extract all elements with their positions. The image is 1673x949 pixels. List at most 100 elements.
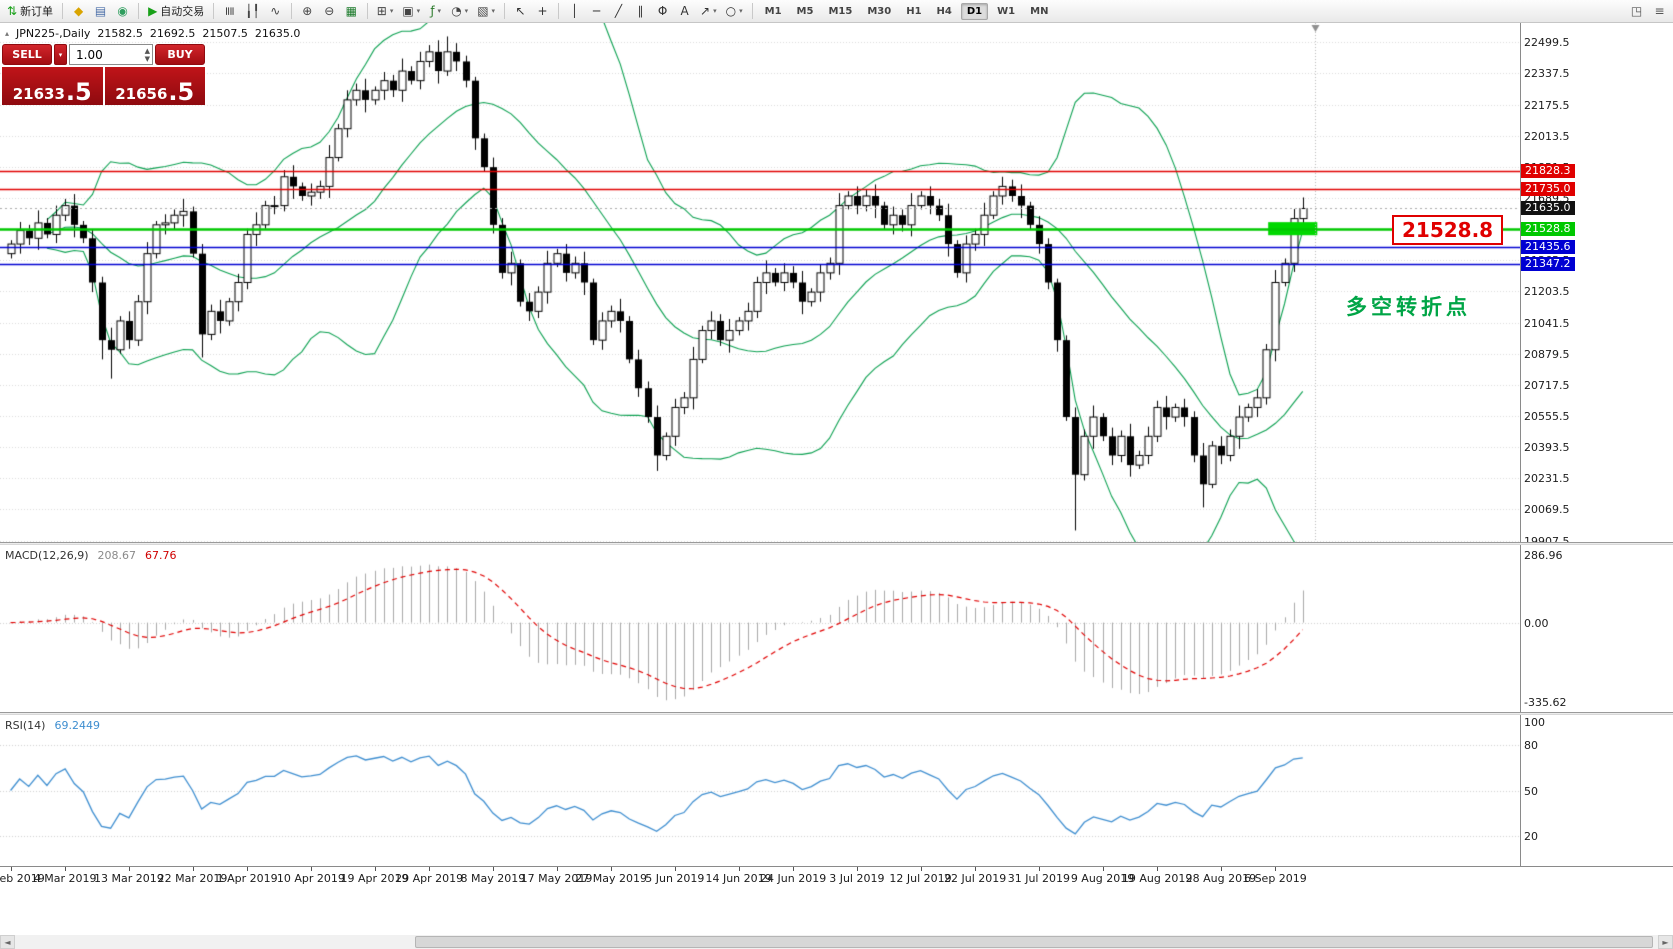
price-axis-label: 20069.5 (1524, 503, 1570, 517)
timeframe-mn[interactable]: MN (1030, 5, 1049, 17)
new-order-icon: ⇅ (7, 4, 18, 18)
one-click-trading-panel: SELL ▾ 1.00 ▲ ▼ BUY 21633 .5 21656 .5 (2, 44, 205, 105)
scroll-right-button[interactable]: ► (1658, 935, 1673, 949)
crosshair-button[interactable]: + (532, 2, 553, 21)
text-label-button[interactable]: A (674, 2, 695, 21)
periods-button[interactable]: ◔ ▾ (447, 2, 472, 21)
price-line-label: 21347.2 (1521, 256, 1575, 271)
macd-axis-label: -335.62 (1524, 695, 1567, 709)
date-tick (129, 867, 130, 871)
fibonacci-button[interactable]: Φ (652, 2, 673, 21)
date-tick (857, 867, 858, 871)
market-watch-button[interactable]: ▤ (90, 2, 111, 21)
toolbar-separator (366, 3, 368, 19)
vertical-line-button[interactable]: │ (564, 2, 585, 21)
close-value: 21635.0 (254, 27, 301, 40)
date-tick (675, 867, 676, 871)
volume-dropdown-button[interactable]: ▾ (54, 44, 67, 65)
charts-list-button[interactable]: ◳ (1626, 2, 1647, 21)
timeframe-h1[interactable]: H1 (906, 5, 922, 17)
metaeditor-icon: ◆ (73, 4, 84, 18)
chart-bars-button[interactable]: ≣ (219, 2, 240, 21)
date-axis-label: 28 Aug 2019 (1185, 872, 1257, 885)
menu-button[interactable]: ≡ (1649, 2, 1670, 21)
indicators-icon: ƒ (430, 4, 435, 18)
zoom-in-button[interactable]: ⊕ (297, 2, 318, 21)
auto-trading-label: 自动交易 (160, 5, 205, 18)
date-tick (793, 867, 794, 871)
turning-point-label[interactable]: 多空转折点 (1346, 295, 1471, 319)
arrows-button[interactable]: ↗ ▾ (696, 2, 721, 21)
rsi-axis-label: 80 (1524, 739, 1538, 753)
price-line-label: 21828.3 (1521, 164, 1575, 179)
horizontal-scrollbar[interactable]: ◄ ► (0, 935, 1673, 949)
volume-input[interactable]: 1.00 ▲ ▼ (69, 44, 153, 65)
chart-line-button[interactable]: ∿ (265, 2, 286, 21)
sell-price-display[interactable]: 21633 .5 (2, 67, 103, 105)
sell-button[interactable]: SELL (2, 44, 52, 65)
scroll-left-button[interactable]: ◄ (0, 935, 15, 949)
timeframe-d1[interactable]: D1 (960, 2, 989, 20)
tile-windows-button[interactable]: ▦ (341, 2, 362, 21)
pane-separator[interactable] (0, 542, 1673, 545)
toolbar-separator (213, 3, 215, 19)
volume-increase-icon[interactable]: ▲ (144, 47, 150, 55)
shapes-icon: ○ (725, 4, 737, 18)
chart-area[interactable]: ▴ JPN225-,Daily 21582.5 21692.5 21507.5 … (0, 23, 1673, 949)
price-line-label: 21528.8 (1521, 221, 1575, 236)
indicators-button[interactable]: ƒ ▾ (425, 2, 446, 21)
buy-price-display[interactable]: 21656 .5 (104, 67, 205, 105)
horizontal-line-icon: ─ (592, 4, 601, 18)
timeframe-m30[interactable]: M30 (867, 5, 892, 17)
market-watch-icon: ▤ (94, 4, 107, 18)
new-chart-button[interactable]: ⊞ ▾ (373, 2, 398, 21)
zoom-out-button[interactable]: ⊖ (319, 2, 340, 21)
shapes-button[interactable]: ○ ▾ (722, 2, 747, 21)
scroll-track[interactable] (15, 935, 1658, 949)
date-tick (921, 867, 922, 871)
pane-separator[interactable] (0, 712, 1673, 715)
chart-symbol-icon: ▴ (5, 29, 10, 38)
new-order-button[interactable]: ⇅ 新订单 (3, 2, 57, 21)
auto-trading-button[interactable]: ▶ 自动交易 (144, 2, 208, 21)
metaeditor-button[interactable]: ◆ (68, 2, 89, 21)
chart-candlesticks-button[interactable]: ╽╿ (241, 2, 263, 21)
macd-indicator-chart[interactable] (0, 545, 1520, 712)
timeframe-m1[interactable]: M1 (764, 5, 782, 17)
volume-value: 1.00 (76, 47, 103, 62)
price-callout[interactable]: 21528.8 (1392, 215, 1504, 245)
fibonacci-icon: Φ (657, 4, 668, 18)
price-axis-label: 20879.5 (1524, 347, 1570, 361)
rsi-indicator-chart[interactable] (0, 715, 1520, 866)
caret-down-icon: ▾ (437, 7, 442, 15)
buy-button[interactable]: BUY (155, 44, 205, 65)
main-price-chart[interactable] (0, 23, 1520, 542)
toolbar-separator (290, 3, 292, 19)
menu-icon: ≡ (1654, 4, 1665, 18)
date-axis-label: 4 Mar 2019 (33, 872, 97, 885)
timeframe-h4[interactable]: H4 (936, 5, 952, 17)
caret-down-icon: ▾ (416, 7, 421, 15)
date-tick (1039, 867, 1040, 871)
macd-label: MACD(12,26,9) (5, 549, 89, 562)
horizontal-line-button[interactable]: ─ (586, 2, 607, 21)
templates-button[interactable]: ▧ ▾ (473, 2, 499, 21)
arrows-icon: ↗ (700, 4, 711, 18)
date-axis-label: 22 Jul 2019 (944, 872, 1007, 885)
timeframe-w1[interactable]: W1 (997, 5, 1016, 17)
timeframe-m5[interactable]: M5 (796, 5, 814, 17)
equidistant-channel-button[interactable]: ∥ (630, 2, 651, 21)
date-axis-label: 29 Apr 2019 (395, 872, 464, 885)
profiles-button[interactable]: ▣ ▾ (398, 2, 424, 21)
timeframe-m15[interactable]: M15 (828, 5, 853, 17)
caret-down-icon: ▾ (389, 7, 394, 15)
volume-decrease-icon[interactable]: ▼ (144, 55, 150, 63)
date-tick (247, 867, 248, 871)
strategy-tester-icon: ◉ (117, 4, 128, 18)
date-axis-label: 6 Sep 2019 (1244, 872, 1307, 885)
cursor-button[interactable]: ↖ (510, 2, 531, 21)
scroll-thumb[interactable] (415, 936, 1653, 948)
trendline-button[interactable]: ╱ (608, 2, 629, 21)
strategy-tester-button[interactable]: ◉ (112, 2, 133, 21)
rsi-axis-label: 20 (1524, 829, 1538, 843)
